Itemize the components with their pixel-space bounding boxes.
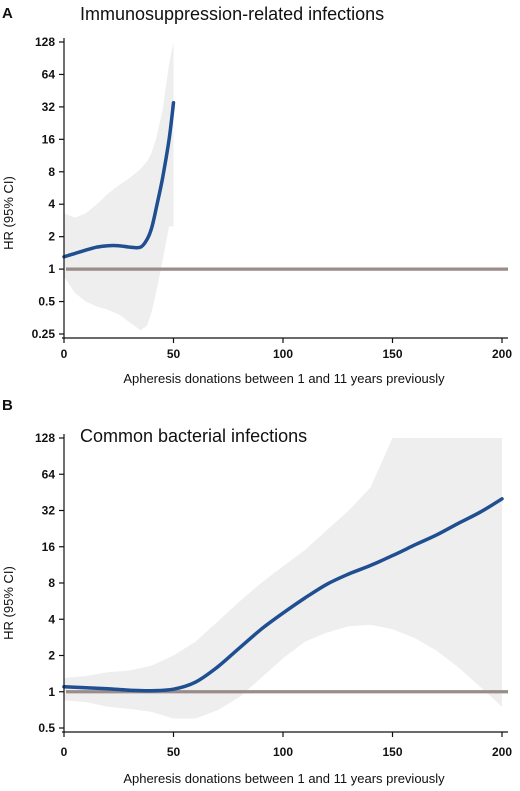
- panel-a-x-tick-label: 100: [273, 347, 293, 361]
- panel-a-y-tick-label: 128: [35, 35, 55, 49]
- panel-a-x-tick-label: 0: [61, 347, 68, 361]
- panel-b: B Common bacterial infections HR (95% CI…: [1, 397, 512, 786]
- panel-b-plot: 0.5 1 2 4 8 16 32 64 128 0 50 100 150 200: [35, 431, 512, 759]
- panel-b-letter: B: [2, 397, 13, 414]
- panel-b-y-tick-label: 32: [42, 504, 56, 518]
- panel-a-title: Immunosuppression-related infections: [80, 4, 384, 24]
- panel-b-y-tick-label: 0.5: [38, 721, 55, 735]
- panel-b-y-tick-label: 1: [48, 685, 55, 699]
- panel-a-y-tick-label: 16: [42, 132, 56, 146]
- panel-b-y-tick-label: 64: [42, 467, 56, 481]
- panel-a-y-tick-label: 4: [48, 197, 55, 211]
- panel-a-x-tick-label: 50: [167, 347, 181, 361]
- panel-a: A Immunosuppression-related infections H…: [1, 4, 512, 386]
- panel-a-y-tick-label: 2: [48, 230, 55, 244]
- panel-a-y-tick-label: 8: [48, 165, 55, 179]
- panel-b-y-axis-label: HR (95% CI): [1, 566, 16, 640]
- panel-a-ci-band: [64, 42, 174, 331]
- panel-b-x-tick-label: 0: [61, 745, 68, 759]
- panel-a-letter: A: [2, 5, 13, 22]
- panel-a-y-tick-label: 32: [42, 100, 56, 114]
- panel-a-y-tick-label: 64: [42, 67, 56, 81]
- panel-b-hr-curve: [62, 497, 504, 693]
- panel-b-x-tick-label: 50: [167, 745, 181, 759]
- panel-a-y-tick-label: 1: [48, 262, 55, 276]
- panel-b-x-tick-label: 200: [492, 745, 512, 759]
- panel-a-x-axis-label: Apheresis donations between 1 and 11 yea…: [123, 371, 445, 386]
- panel-a-y-axis-label: HR (95% CI): [1, 176, 16, 250]
- panel-a-x-tick-label: 150: [382, 347, 402, 361]
- panel-b-y-tick-label: 2: [48, 649, 55, 663]
- panel-a-plot: 0.25 0.5 1 2 4 8 16 32 64 128 0 50 100 150 200: [32, 35, 513, 361]
- panel-a-x-tick-label: 200: [492, 347, 512, 361]
- panel-a-hr-curve: [62, 100, 176, 259]
- panel-b-y-tick-label: 128: [35, 431, 55, 445]
- panel-b-x-axis-label: Apheresis donations between 1 and 11 yea…: [123, 771, 445, 786]
- panel-a-y-tick-label: 0.5: [38, 295, 55, 309]
- panel-b-ci-band: [64, 438, 502, 719]
- panel-b-y-tick-label: 8: [48, 576, 55, 590]
- panel-b-title: Common bacterial infections: [80, 426, 307, 446]
- panel-b-x-tick-label: 150: [382, 745, 402, 759]
- panel-a-y-tick-label: 0.25: [32, 327, 56, 341]
- panel-b-y-tick-label: 16: [42, 540, 56, 554]
- panel-b-y-tick-label: 4: [48, 612, 55, 626]
- panel-b-x-tick-label: 100: [273, 745, 293, 759]
